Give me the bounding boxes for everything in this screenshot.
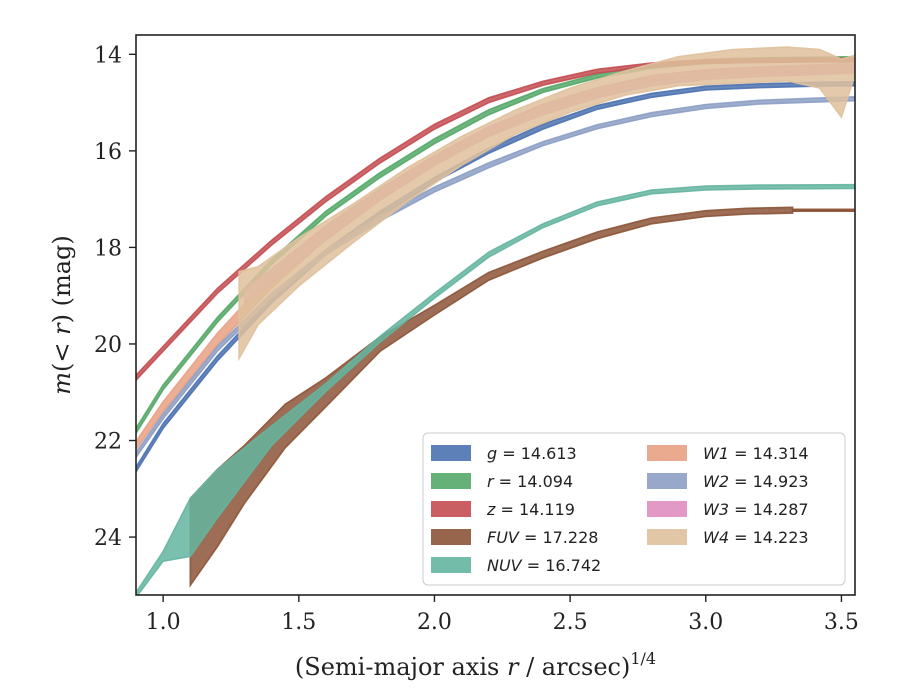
y-tick-label: 18 [94,236,122,261]
legend-swatch-z [431,501,471,517]
legend-swatch-r [431,473,471,489]
x-tick-label: 3.0 [688,610,723,635]
legend-swatch-w3 [647,501,687,517]
x-axis-label: (Semi-major axis r / arcsec)1/4 [295,649,656,681]
series-band-w4 [238,46,855,362]
x-tick-label: 3.5 [824,610,859,635]
series-band-r [136,55,855,435]
x-tick-label: 2.5 [553,610,588,635]
x-tick-label: 1.5 [281,610,316,635]
legend-label-w4: W4 = 14.223 [703,528,809,547]
y-tick-label: 20 [94,333,122,358]
y-axis-label: m(< r) (mag) [48,235,76,395]
y-tick-label: 14 [94,43,122,68]
legend-swatch-w4 [647,529,687,545]
y-tick-label: 22 [94,430,122,455]
legend-swatch-fuv [431,529,471,545]
x-tick-label: 2.0 [417,610,452,635]
legend-label-nuv: NUV = 16.742 [487,556,601,575]
legend-swatch-g [431,445,471,461]
axes: 1.0 1.5 2.0 2.5 3.0 3.5 14 16 18 20 22 24 [94,34,859,635]
legend-label-w1: W1 = 14.314 [703,444,809,463]
legend-label-w2: W2 = 14.923 [703,472,809,491]
y-tick-label: 24 [94,526,122,551]
legend: g = 14.613 r = 14.094 z = 14.119 FUV = 17.2… [422,432,846,586]
series-band-nuv [136,183,855,595]
plot-frame [135,34,856,596]
x-tick-label: 1.0 [146,610,181,635]
legend-box [422,432,846,586]
legend-label-g: g = 14.613 [487,444,577,463]
legend-swatch-w2 [647,473,687,489]
y-tick-label: 16 [94,140,122,165]
legend-label-z: z = 14.119 [486,500,575,519]
legend-label-w3: W3 = 14.287 [703,500,809,519]
legend-swatch-w1 [647,445,687,461]
legend-label-fuv: FUV = 17.228 [487,528,598,547]
series-band-fuv-ext [791,208,855,212]
legend-label-r: r = 14.094 [487,472,573,491]
series-band-z [136,57,855,382]
legend-swatch-nuv [431,557,471,573]
series-bands [136,46,855,595]
